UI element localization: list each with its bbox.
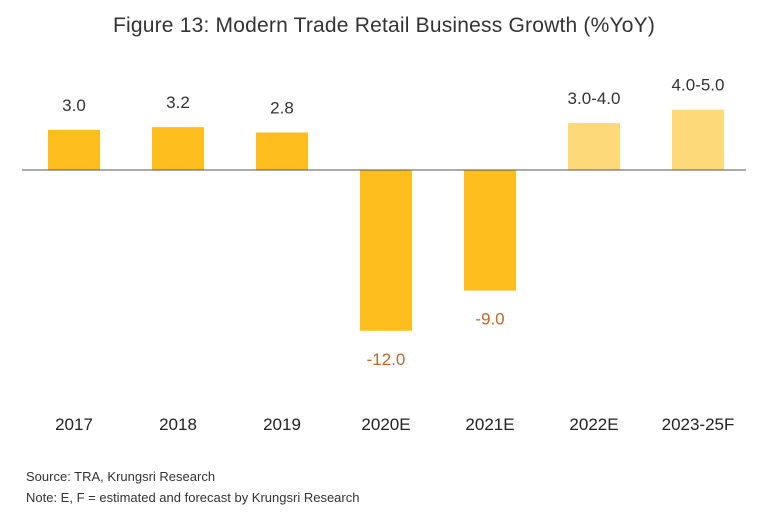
bar-2023-25f <box>672 109 724 170</box>
source-note: Source: TRA, Krungsri Research <box>26 469 216 484</box>
category-labels-group: 2017 2018 2019 2020E 2021E 2022E 2023-25F <box>55 415 734 434</box>
value-label-2017: 3.0 <box>62 96 86 115</box>
bars-group <box>48 109 724 331</box>
value-label-2018: 3.2 <box>166 93 190 112</box>
value-label-2019: 2.8 <box>270 98 294 117</box>
footnotes: Source: TRA, Krungsri Research Note: E, … <box>26 466 359 508</box>
estimate-note: Note: E, F = estimated and forecast by K… <box>26 490 360 505</box>
bar-2017 <box>48 129 100 170</box>
chart-title: Figure 13: Modern Trade Retail Business … <box>112 14 656 37</box>
value-labels-group: 3.0 3.2 2.8 -12.0 -9.0 3.0-4.0 4.0-5.0 <box>62 76 724 369</box>
category-label-2019: 2019 <box>263 415 301 434</box>
category-label-2022e: 2022E <box>569 415 618 434</box>
category-label-2018: 2018 <box>159 415 197 434</box>
value-label-2023-25f: 4.0-5.0 <box>672 76 725 95</box>
bar-2018 <box>152 127 204 170</box>
value-label-2020e: -12.0 <box>367 350 406 369</box>
category-label-2023-25f: 2023-25F <box>662 415 735 434</box>
bar-2019 <box>256 132 308 170</box>
category-label-2021e: 2021E <box>465 415 514 434</box>
value-label-2021e: -9.0 <box>475 310 504 329</box>
category-label-2020e: 2020E <box>361 415 410 434</box>
bar-2022e <box>568 123 620 170</box>
bar-2020e <box>360 170 412 331</box>
value-label-2022e: 3.0-4.0 <box>568 89 621 108</box>
category-label-2017: 2017 <box>55 415 93 434</box>
bar-2021e <box>464 170 516 291</box>
